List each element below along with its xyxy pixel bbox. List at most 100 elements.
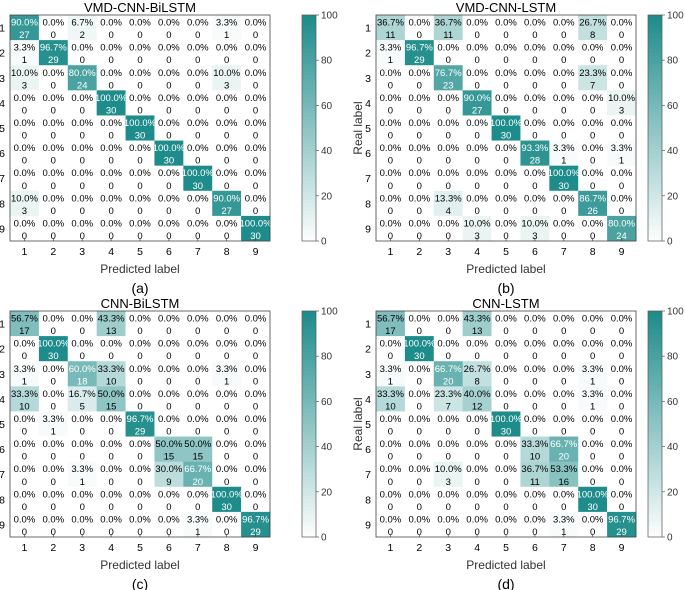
cell-count-label: 13 — [472, 326, 483, 337]
cell-percent-label: 0.0% — [611, 339, 633, 350]
colorbar-segment — [302, 491, 316, 497]
cell-percent-label: 3.3% — [582, 364, 604, 375]
heatmap-cell — [38, 140, 69, 166]
cell-count-label: 0 — [619, 502, 624, 513]
cell-percent-label: 0.0% — [216, 168, 238, 179]
cell-count-label: 0 — [446, 427, 451, 438]
colorbar-segment — [302, 439, 316, 444]
cell-count-label: 0 — [51, 206, 56, 217]
cell-percent-label: 0.0% — [100, 514, 122, 525]
cell-count-label: 0 — [474, 131, 479, 142]
heatmap-cell — [125, 65, 155, 91]
colorbar-segment — [302, 344, 316, 350]
heatmap-cell — [433, 511, 463, 538]
colorbar-segment — [648, 154, 662, 159]
cell-count-label: 11 — [386, 30, 396, 41]
cell-percent-label: 0.0% — [187, 314, 209, 325]
colorbar-segment — [648, 97, 662, 103]
colorbar-segment — [302, 15, 316, 20]
heatmap-cell — [67, 461, 97, 488]
colorbar-segment — [648, 225, 662, 231]
x-tick-label: 4 — [108, 542, 114, 554]
colorbar-tick-label: 100 — [667, 11, 684, 22]
heatmap-cell — [241, 486, 271, 513]
cell-percent-label: 0.0% — [553, 218, 575, 229]
x-tick-label: 9 — [253, 246, 259, 258]
cell-count-label: 0 — [417, 527, 422, 538]
cell-count-label: 0 — [417, 452, 422, 463]
colorbar-segment — [648, 207, 662, 212]
colorbar-segment — [648, 135, 662, 140]
heatmap-cell — [96, 65, 126, 91]
cell-count-label: 0 — [137, 181, 142, 192]
heatmap-cell — [520, 115, 550, 141]
cell-count-label: 10 — [106, 376, 117, 387]
cell-percent-label: 0.0% — [245, 168, 267, 179]
cell-count-label: 15 — [164, 452, 175, 463]
colorbar-segment — [302, 446, 316, 451]
heatmap-cell — [183, 386, 213, 412]
heatmap-cell — [578, 336, 608, 362]
cell-percent-label: 0.0% — [43, 489, 65, 500]
heatmap-cell — [491, 40, 521, 66]
colorbar-tick-label: 0 — [667, 533, 673, 544]
cell-count-label: 0 — [619, 80, 624, 91]
colorbar-segment — [648, 192, 662, 197]
cell-percent-label: 0.0% — [437, 489, 459, 500]
cell-count-label: 1 — [590, 376, 595, 387]
colorbar-segment — [302, 533, 316, 538]
cell-count-label: 0 — [224, 427, 229, 438]
cell-count-label: 0 — [446, 105, 451, 116]
heatmap-cell — [433, 486, 463, 513]
cell-count-label: 0 — [108, 527, 113, 538]
heatmap-cell — [462, 461, 492, 488]
y-axis-label: Real label — [351, 101, 365, 154]
cell-count-label: 0 — [561, 80, 566, 91]
colorbar-segment — [302, 450, 316, 455]
y-tick-label: 4 — [365, 394, 371, 406]
cell-percent-label: 96.7% — [127, 414, 154, 425]
cell-percent-label: 0.0% — [71, 118, 93, 129]
cell-percent-label: 0.0% — [495, 364, 517, 375]
colorbar-segment — [302, 109, 316, 114]
heatmap-cell — [376, 15, 406, 41]
cell-count-label: 0 — [51, 80, 56, 91]
cell-count-label: 0 — [388, 452, 393, 463]
cell-percent-label: 0.0% — [495, 514, 517, 525]
x-axis-label: Predicted label — [466, 558, 545, 572]
colorbar-segment — [648, 214, 662, 219]
cell-percent-label: 3.3% — [380, 43, 402, 54]
heatmap-cell — [38, 165, 69, 192]
cell-count-label: 0 — [22, 105, 27, 116]
colorbar-tick-label: 20 — [667, 487, 679, 498]
cell-percent-label: 0.0% — [43, 168, 65, 179]
cell-percent-label: 0.0% — [216, 464, 238, 475]
heatmap-cell — [10, 411, 40, 437]
colorbar-segment — [302, 352, 316, 357]
colorbar-segment — [648, 348, 662, 353]
heatmap-cell — [212, 190, 242, 217]
colorbar-segment — [648, 375, 662, 380]
cell-count-label: 0 — [224, 231, 229, 242]
heatmap-cell — [578, 65, 608, 91]
heatmap-cell — [10, 386, 40, 412]
cell-percent-label: 0.0% — [409, 389, 431, 400]
cell-count-label: 0 — [388, 80, 393, 91]
cell-percent-label: 10.0% — [11, 68, 38, 79]
colorbar-segment — [648, 67, 662, 72]
cell-count-label: 1 — [561, 527, 566, 538]
cell-percent-label: 0.0% — [611, 68, 633, 79]
cell-count-label: 0 — [137, 401, 142, 412]
cell-percent-label: 10.0% — [521, 218, 548, 229]
heatmap-cell — [404, 386, 435, 412]
cell-count-label: 0 — [474, 206, 479, 217]
cell-percent-label: 0.0% — [71, 43, 93, 54]
cell-percent-label: 0.0% — [409, 364, 431, 375]
colorbar-segment — [648, 318, 662, 323]
cell-percent-label: 100.0% — [490, 414, 523, 425]
heatmap-cell — [376, 311, 406, 337]
cell-count-label: 29 — [250, 527, 261, 538]
cell-count-label: 0 — [503, 452, 508, 463]
heatmap-cell — [183, 215, 213, 242]
